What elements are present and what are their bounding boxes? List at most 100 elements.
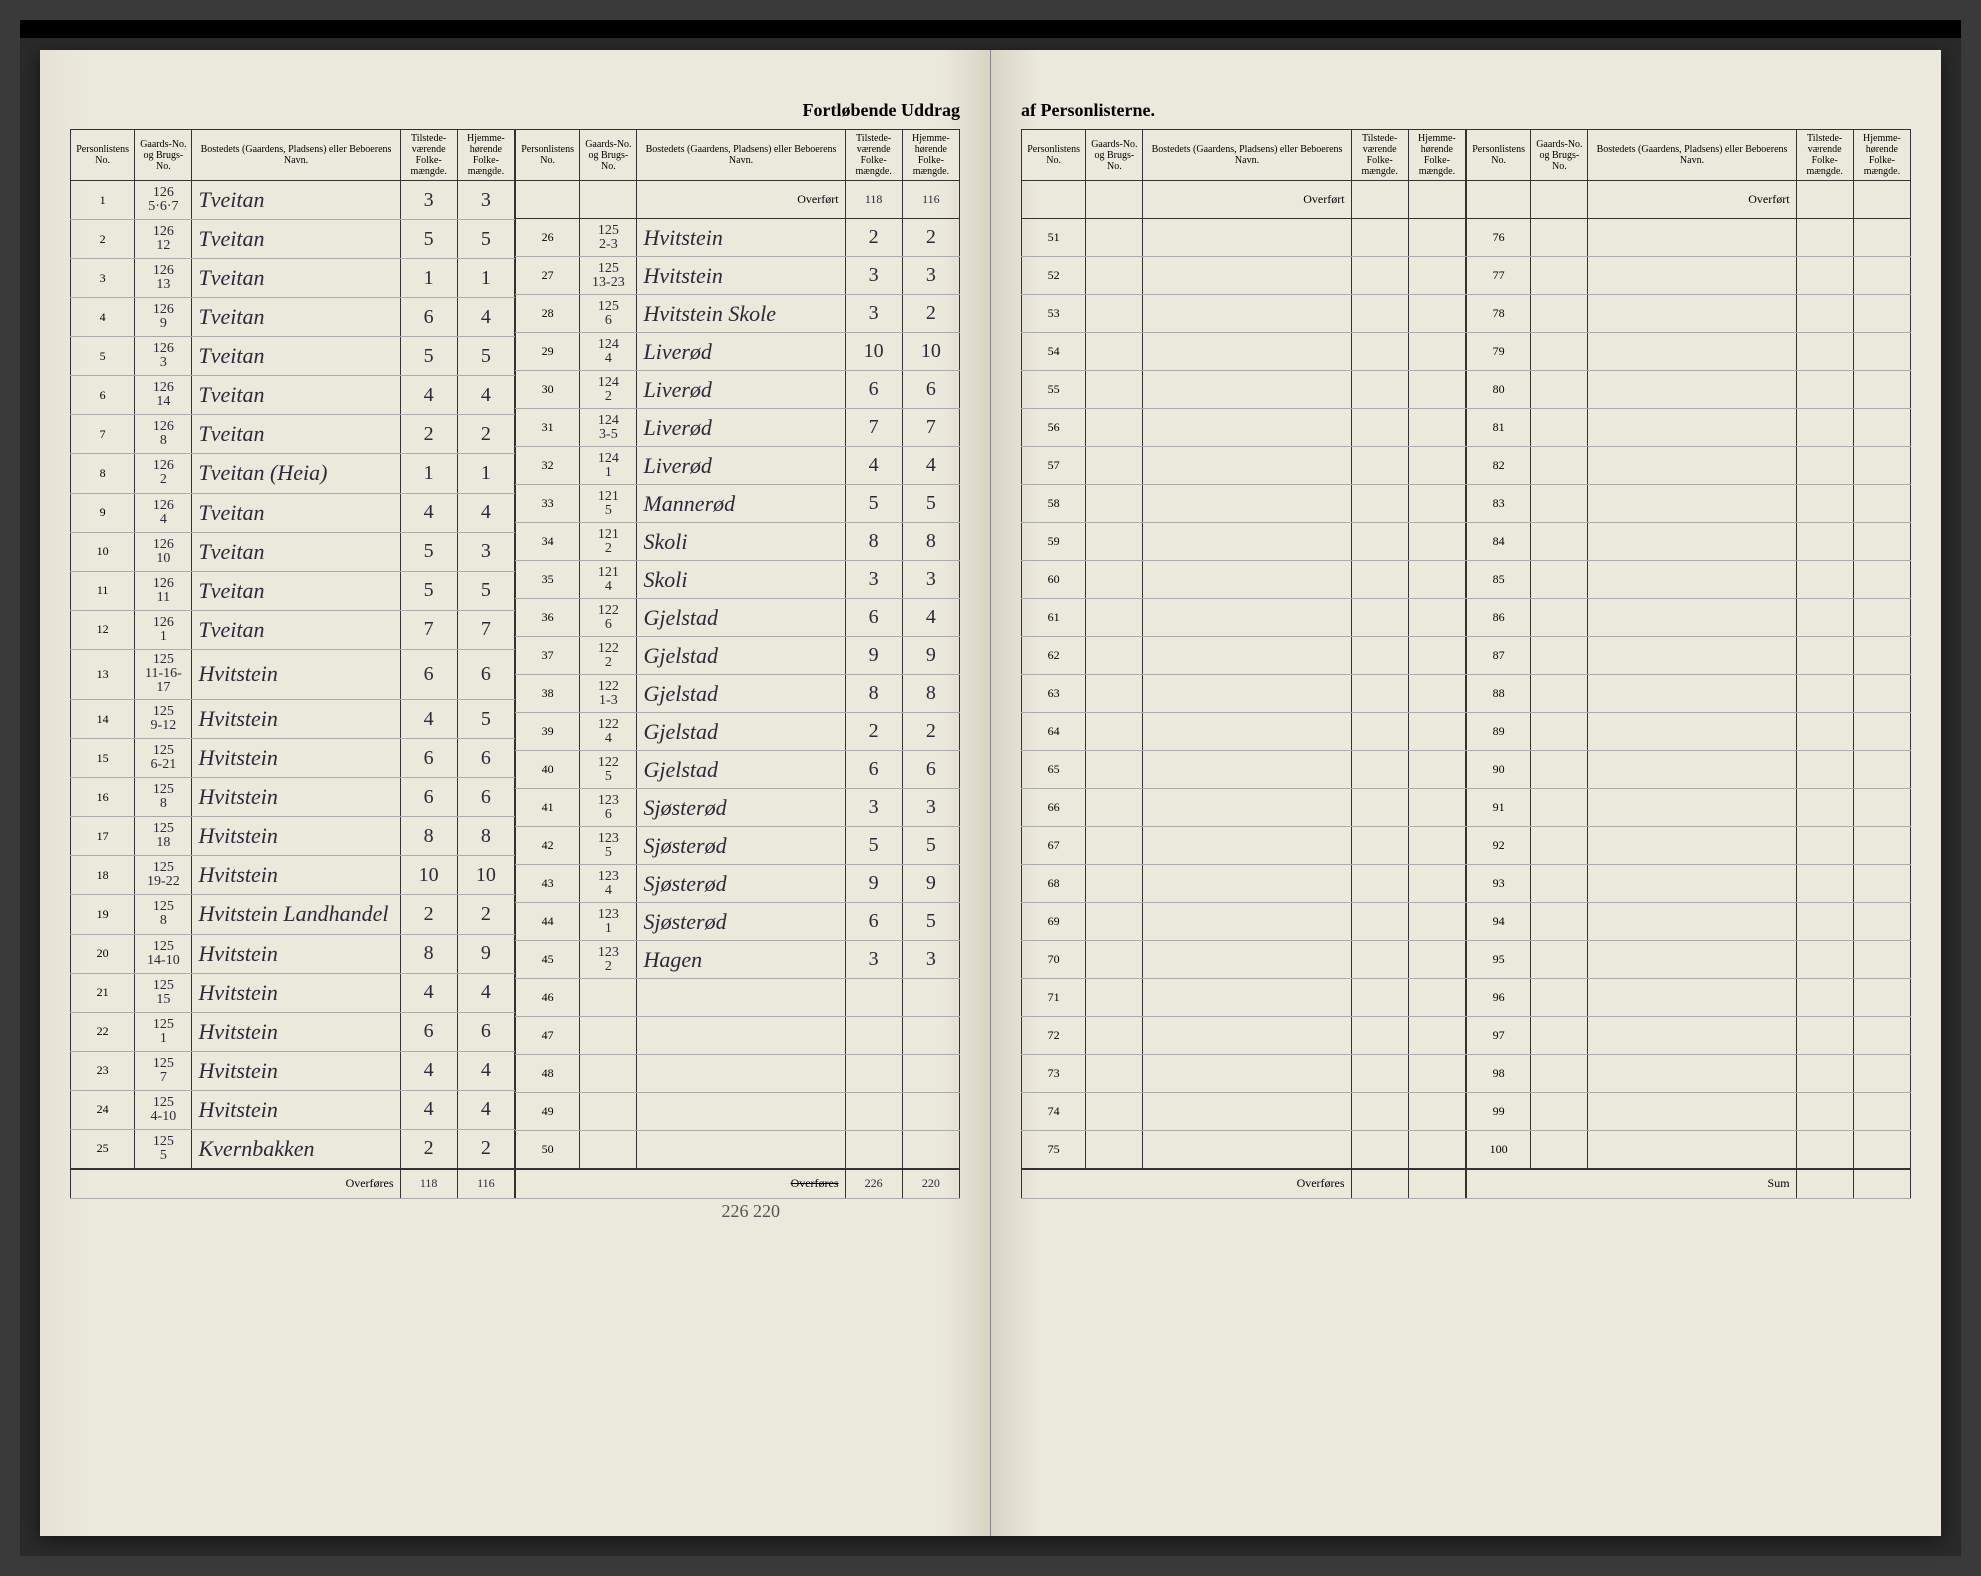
bosted-name bbox=[1143, 637, 1351, 675]
gaard-no bbox=[1531, 979, 1588, 1017]
row-num: 22 bbox=[71, 1012, 135, 1051]
table-row: 15 125 6-21 Hvitstein 6 6 bbox=[71, 739, 515, 778]
hjemme-val: 3 bbox=[902, 257, 959, 295]
row-num: 49 bbox=[516, 1093, 580, 1131]
tilstede-val: 2 bbox=[845, 713, 902, 751]
table-row: 82 bbox=[1467, 447, 1911, 485]
table-row: 19 125 8 Hvitstein Landhandel 2 2 bbox=[71, 895, 515, 934]
hjemme-val bbox=[1853, 941, 1910, 979]
hjemme-val bbox=[902, 1055, 959, 1093]
row-num: 47 bbox=[516, 1017, 580, 1055]
tilstede-val: 2 bbox=[400, 895, 457, 934]
gaard-no bbox=[1531, 637, 1588, 675]
tilstede-val: 8 bbox=[845, 675, 902, 713]
tilstede-val bbox=[1351, 1093, 1408, 1131]
row-num: 5 bbox=[71, 337, 135, 376]
hdr-hjemme3: Hjemme-hørende Folke-mængde. bbox=[1408, 130, 1465, 181]
tilstede-val bbox=[1351, 257, 1408, 295]
table-row: 51 bbox=[1022, 219, 1466, 257]
row-num: 40 bbox=[516, 751, 580, 789]
tilstede-val bbox=[1796, 295, 1853, 333]
hjemme-val bbox=[1408, 751, 1465, 789]
bosted-name: Tveitan bbox=[192, 337, 400, 376]
gaard-no bbox=[1086, 979, 1143, 1017]
gaard-no bbox=[1086, 599, 1143, 637]
hjemme-val: 3 bbox=[457, 181, 514, 220]
bosted-name: Hvitstein bbox=[192, 649, 400, 699]
table-row: 74 bbox=[1022, 1093, 1466, 1131]
row-num: 12 bbox=[71, 610, 135, 649]
row-num: 15 bbox=[71, 739, 135, 778]
page-container: Fortløbende Uddrag Personlistens No. Gaa… bbox=[20, 20, 1961, 1556]
bosted-name: Hvitstein bbox=[637, 257, 845, 295]
gaard-no: 123 2 bbox=[580, 941, 637, 979]
row-num: 62 bbox=[1022, 637, 1086, 675]
gaard-no bbox=[1531, 333, 1588, 371]
gaard-no bbox=[580, 1093, 637, 1131]
hjemme-val bbox=[1408, 371, 1465, 409]
tilstede-val: 3 bbox=[845, 941, 902, 979]
tilstede-val: 10 bbox=[845, 333, 902, 371]
overfort-label-r2: Overført bbox=[1588, 181, 1796, 219]
bosted-name bbox=[1143, 333, 1351, 371]
hjemme-val bbox=[1408, 485, 1465, 523]
gaard-no: 125 13-23 bbox=[580, 257, 637, 295]
row-num: 94 bbox=[1467, 903, 1531, 941]
tilstede-val bbox=[1351, 523, 1408, 561]
bosted-name bbox=[1588, 1131, 1796, 1169]
row-num: 66 bbox=[1022, 789, 1086, 827]
row-num: 19 bbox=[71, 895, 135, 934]
table-row: 95 bbox=[1467, 941, 1911, 979]
tilstede-val: 7 bbox=[400, 610, 457, 649]
gaard-no: 124 1 bbox=[580, 447, 637, 485]
row-num: 32 bbox=[516, 447, 580, 485]
hjemme-val: 6 bbox=[457, 649, 514, 699]
bosted-name bbox=[1143, 561, 1351, 599]
row-num: 65 bbox=[1022, 751, 1086, 789]
hdr-tilstede2: Tilstede-værende Folke-mængde. bbox=[845, 130, 902, 181]
tilstede-val: 5 bbox=[400, 571, 457, 610]
bosted-name bbox=[1143, 827, 1351, 865]
gaard-no bbox=[1531, 409, 1588, 447]
ledger-left-2: Personlistens No. Gaards-No. og Brugs-No… bbox=[515, 129, 960, 1199]
table-row: 28 125 6 Hvitstein Skole 3 2 bbox=[516, 295, 960, 333]
hjemme-val bbox=[1408, 523, 1465, 561]
tilstede-val: 3 bbox=[400, 181, 457, 220]
hjemme-val: 4 bbox=[902, 447, 959, 485]
gaard-no: 126 4 bbox=[135, 493, 192, 532]
hdr-bosted3: Bostedets (Gaardens, Pladsens) eller Beb… bbox=[1143, 130, 1351, 181]
table-row: 49 bbox=[516, 1093, 960, 1131]
table-row: 63 bbox=[1022, 675, 1466, 713]
row-num: 7 bbox=[71, 415, 135, 454]
bosted-name bbox=[1143, 1131, 1351, 1169]
gaard-no bbox=[1086, 827, 1143, 865]
hjemme-val bbox=[1408, 447, 1465, 485]
tilstede-val: 6 bbox=[845, 903, 902, 941]
bosted-name: Liverød bbox=[637, 371, 845, 409]
hjemme-val bbox=[1853, 219, 1910, 257]
gaard-no bbox=[1531, 713, 1588, 751]
hjemme-val: 10 bbox=[457, 856, 514, 895]
row-num: 18 bbox=[71, 856, 135, 895]
gaard-no bbox=[1531, 789, 1588, 827]
bosted-name: Hvitstein bbox=[192, 1090, 400, 1129]
row-num: 76 bbox=[1467, 219, 1531, 257]
gaard-no bbox=[1531, 675, 1588, 713]
gaard-no bbox=[1531, 599, 1588, 637]
table-row: 24 125 4-10 Hvitstein 4 4 bbox=[71, 1090, 515, 1129]
bosted-name: Tveitan bbox=[192, 610, 400, 649]
bosted-name: Tveitan bbox=[192, 220, 400, 259]
row-num: 1 bbox=[71, 181, 135, 220]
gaard-no bbox=[1086, 561, 1143, 599]
row-num: 11 bbox=[71, 571, 135, 610]
hjemme-val bbox=[1853, 599, 1910, 637]
table-row: 20 125 14-10 Hvitstein 8 9 bbox=[71, 934, 515, 973]
tilstede-val bbox=[1351, 1131, 1408, 1169]
row-num: 81 bbox=[1467, 409, 1531, 447]
tilstede-val bbox=[1351, 713, 1408, 751]
table-row: 81 bbox=[1467, 409, 1911, 447]
table-row: 86 bbox=[1467, 599, 1911, 637]
hjemme-val: 3 bbox=[902, 789, 959, 827]
row-num: 85 bbox=[1467, 561, 1531, 599]
hdr-hjemme: Hjemme-hørende Folke-mængde. bbox=[457, 130, 514, 181]
